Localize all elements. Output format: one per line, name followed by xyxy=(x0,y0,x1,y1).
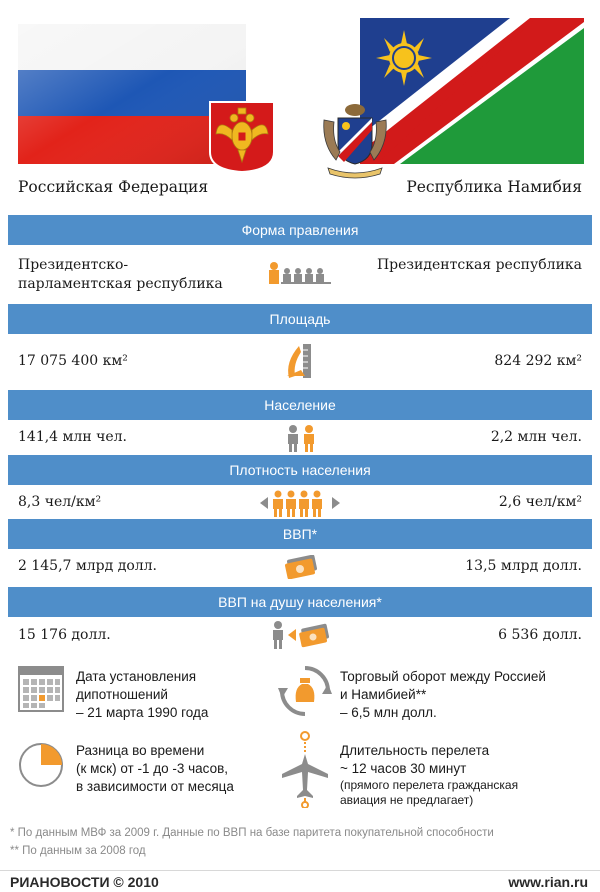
fact-trade-turnover: Торговый оборот между Россией и Намибией… xyxy=(340,669,546,720)
right-gdp-per-capita: 6 536 долл. xyxy=(498,627,582,643)
footer-site-link[interactable]: www.rian.ru xyxy=(508,874,588,890)
money-banknote-icon xyxy=(285,555,317,579)
russia-flag-icon xyxy=(18,24,246,164)
fact-flight-duration: Длительность перелета ~ 12 часов 30 мину… xyxy=(340,743,490,776)
band-density: Плотность населения xyxy=(8,455,592,485)
time-difference-clock-icon xyxy=(19,743,63,787)
namibia-flag-icon xyxy=(360,18,584,164)
fact-diplomatic-relations: Дата установления дипотношений – 21 март… xyxy=(76,669,209,720)
header: Российская Федерация Республика Намибия xyxy=(0,0,600,212)
left-population: 141,4 млн чел. xyxy=(18,429,127,445)
band-population: Население xyxy=(8,390,592,420)
left-government-form: Президентско- парламентская республика xyxy=(18,257,223,292)
namibia-coat-of-arms-icon xyxy=(323,104,387,179)
fact-time-difference: Разница во времени (к мск) от -1 до -3 ч… xyxy=(76,743,234,794)
calendar-icon xyxy=(18,666,64,712)
left-area: 17 075 400 км² xyxy=(18,353,128,369)
band-government-form: Форма правления xyxy=(8,215,592,245)
footnote-2008: ** По данным за 2008 год xyxy=(10,845,146,857)
row-gdp: 2 145,7 млрд долл. 13,5 млрд долл. xyxy=(0,553,600,581)
row-area: 17 075 400 км² 824 292 км² xyxy=(0,340,600,380)
right-area: 824 292 км² xyxy=(494,353,582,369)
gdp-per-capita-icon xyxy=(273,621,330,649)
right-country-name: Республика Намибия xyxy=(406,178,582,196)
left-country-name: Российская Федерация xyxy=(18,178,209,196)
row-population: 141,4 млн чел. 2,2 млн чел. xyxy=(0,424,600,452)
left-gdp-per-capita: 15 176 долл. xyxy=(18,627,111,643)
band-gdp: ВВП* xyxy=(8,519,592,549)
ria-novosti-logo: РИАНОВОСТИ © 2010 xyxy=(10,874,159,890)
russia-coat-of-arms-icon xyxy=(209,101,275,174)
right-gdp: 13,5 млрд долл. xyxy=(465,558,582,574)
band-gdp-per-capita: ВВП на душу населения* xyxy=(8,587,592,617)
trade-turnover-icon xyxy=(278,666,332,716)
row-density: 8,3 чел/км² 2,6 чел/км² xyxy=(0,489,600,517)
right-population: 2,2 млн чел. xyxy=(490,429,582,445)
left-density: 8,3 чел/км² xyxy=(18,494,102,510)
footnote-imf: * По данным МВФ за 2009 г. Данные по ВВП… xyxy=(10,827,494,839)
population-people-icon xyxy=(288,425,314,452)
area-measure-icon xyxy=(287,344,311,378)
band-area: Площадь xyxy=(8,304,592,334)
footer: РИАНОВОСТИ © 2010 www.rian.ru xyxy=(0,870,600,892)
right-density: 2,6 чел/км² xyxy=(498,494,582,510)
right-government-form: Президентская республика xyxy=(376,257,582,273)
government-hierarchy-icon xyxy=(269,262,331,284)
fact-flight-note: (прямого перелета гражданская авиация не… xyxy=(340,778,519,807)
row-government-form: Президентско- парламентская республика П… xyxy=(0,256,600,296)
flight-airplane-icon xyxy=(282,731,328,808)
density-people-icon xyxy=(260,490,340,517)
row-gdp-per-capita: 15 176 долл. 6 536 долл. xyxy=(0,620,600,650)
left-gdp: 2 145,7 млрд долл. xyxy=(18,558,157,574)
